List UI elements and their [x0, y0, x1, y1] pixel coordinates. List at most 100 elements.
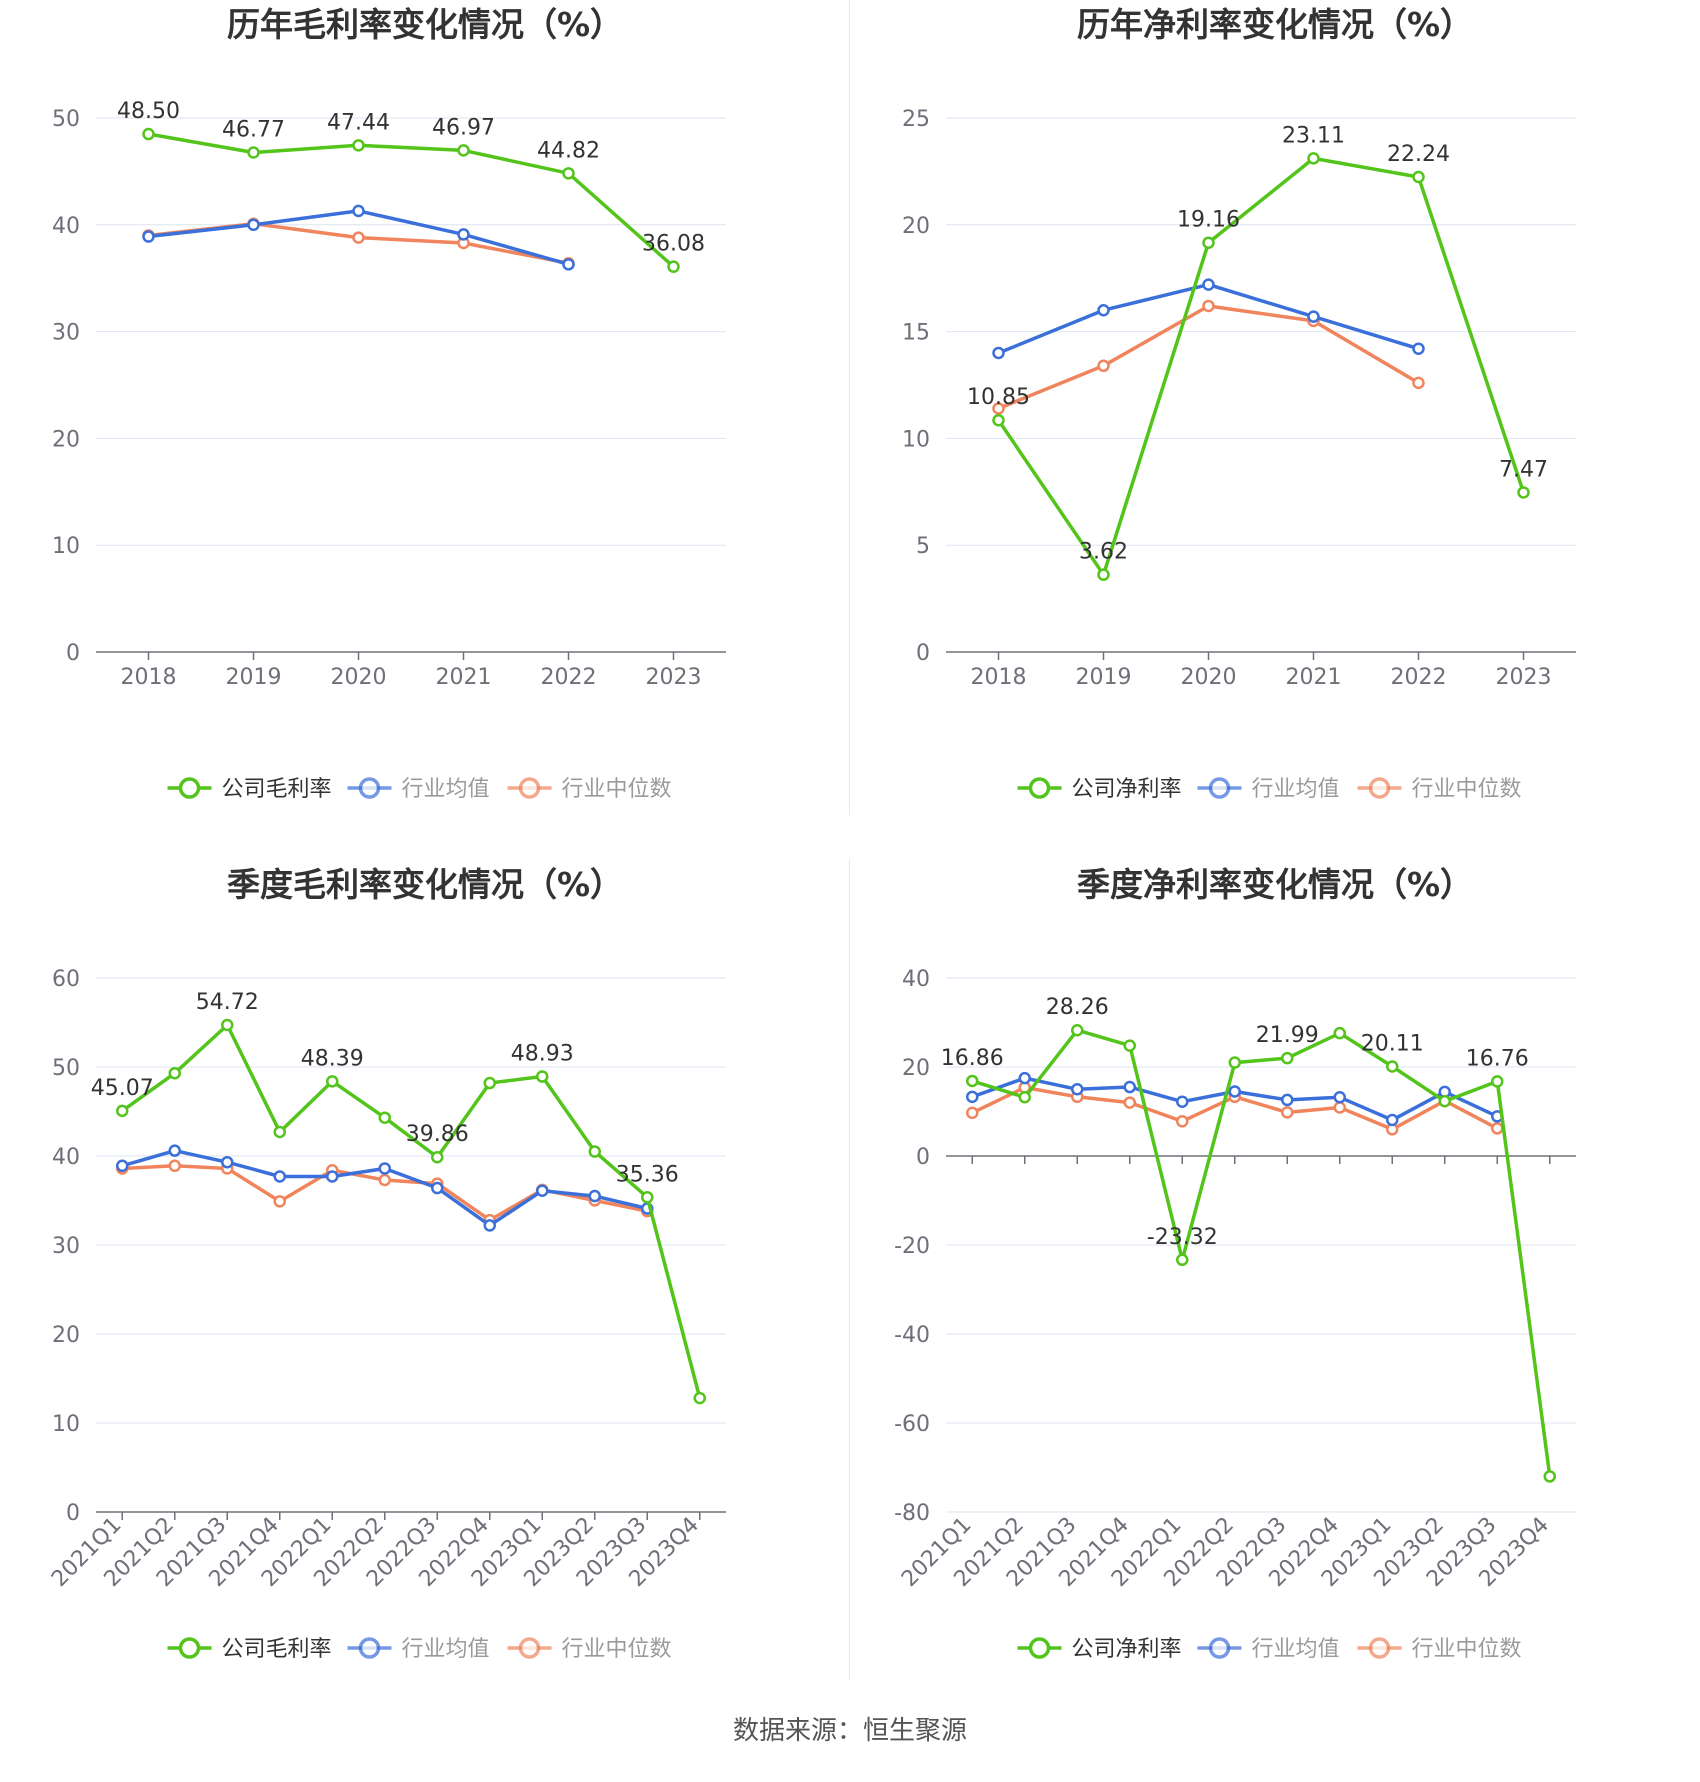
y-tick-label: 20 — [902, 214, 930, 239]
data-point-company — [168, 1066, 181, 1080]
y-tick-label: 5 — [916, 534, 930, 559]
data-point-avg — [116, 1159, 129, 1173]
data-point-median — [1202, 299, 1215, 313]
x-tick-label: 2018 — [121, 665, 177, 690]
data-label: 3.62 — [1079, 540, 1128, 565]
data-point-median — [1281, 1106, 1294, 1119]
y-tick-label: 0 — [916, 1145, 930, 1170]
x-tick-label: 2023 — [1496, 665, 1552, 690]
data-point-avg — [992, 346, 1005, 360]
data-point-median — [378, 1173, 391, 1187]
y-tick-label: 50 — [52, 1056, 80, 1081]
data-point-median — [1176, 1115, 1189, 1128]
legend-icon-circle — [1028, 777, 1051, 799]
data-label: 48.50 — [117, 99, 180, 124]
data-point-avg — [352, 204, 365, 218]
data-point-company — [1491, 1075, 1504, 1088]
x-tick-label: 2023 — [646, 665, 702, 690]
data-point-avg — [588, 1189, 601, 1203]
data-point-avg — [1176, 1095, 1189, 1108]
data-point-company — [483, 1076, 496, 1090]
chart-title: 历年毛利率变化情况（%） — [227, 5, 623, 44]
data-label: 46.77 — [222, 117, 285, 142]
chart-title: 季度毛利率变化情况（%） — [227, 865, 623, 904]
legend-label: 行业中位数 — [562, 777, 672, 802]
data-point-median — [273, 1195, 286, 1208]
legend-icon-circle — [518, 777, 541, 799]
data-point-avg — [457, 228, 470, 241]
data-point-avg — [1202, 278, 1215, 291]
vertical-divider-top — [849, 0, 850, 815]
annual-gross-margin-chart: 历年毛利率变化情况（%） 0 10 20 30 40 50 2018 2019 2020 2021 2… — [0, 0, 850, 860]
data-point-avg — [326, 1170, 339, 1183]
data-point-company — [273, 1125, 286, 1139]
legend-label: 行业均值 — [402, 777, 490, 802]
data-point-company — [142, 127, 155, 141]
x-tick-label: 2021 — [436, 665, 492, 690]
data-point-avg — [142, 230, 155, 243]
series-line-company — [148, 132, 675, 269]
y-tick-label: -20 — [894, 1234, 930, 1259]
quarterly-gross-margin-chart: 季度毛利率变化情况（%） 0 10 20 30 40 50 60 2021Q1 2021Q2 202… — [0, 860, 850, 1720]
data-point-avg — [1228, 1085, 1241, 1098]
data-point-avg — [431, 1181, 444, 1195]
data-label: 16.86 — [941, 1046, 1004, 1071]
series-line-company — [971, 1028, 1552, 1477]
data-point-avg — [168, 1144, 181, 1157]
data-point-company — [966, 1074, 979, 1088]
x-tick-label: 2019 — [1076, 665, 1132, 690]
data-label: 46.97 — [432, 115, 495, 140]
data-point-company — [667, 260, 680, 273]
chart-svg: 历年毛利率变化情况（%） 0 10 20 30 40 50 2018 2019 2020 2021 2… — [52, 5, 726, 802]
data-point-avg — [483, 1219, 496, 1232]
legend-label: 行业中位数 — [562, 1637, 672, 1662]
data-label: 20.11 — [1361, 1032, 1424, 1057]
data-label: 10.85 — [967, 385, 1030, 410]
y-tick-label: 0 — [916, 641, 930, 666]
legend-icon-circle — [178, 1637, 201, 1659]
data-point-company — [588, 1145, 601, 1158]
data-point-company — [1097, 568, 1110, 581]
data-point-avg — [1018, 1071, 1031, 1085]
data-label: 48.39 — [301, 1046, 364, 1071]
data-point-avg — [1123, 1080, 1136, 1094]
data-point-company — [562, 167, 575, 180]
data-point-company — [1333, 1026, 1346, 1040]
legend-label: 公司净利率 — [1072, 777, 1182, 802]
data-point-company — [693, 1391, 706, 1405]
y-tick-label: 0 — [66, 641, 80, 666]
y-tick-label: 30 — [52, 321, 80, 346]
data-point-company — [1281, 1051, 1294, 1065]
chart-svg: 历年净利率变化情况（%） 0 5 10 15 20 25 2018 2019 2020 2021 20… — [902, 5, 1576, 802]
data-point-avg — [1386, 1113, 1399, 1127]
data-point-company — [326, 1075, 339, 1088]
data-point-company — [536, 1070, 549, 1083]
y-tick-label: 60 — [52, 967, 80, 992]
data-point-company — [116, 1104, 129, 1118]
data-label: 23.11 — [1282, 123, 1345, 148]
chart-title: 历年净利率变化情况（%） — [1077, 5, 1473, 44]
data-point-median — [966, 1106, 979, 1120]
legend-label: 公司净利率 — [1072, 1637, 1182, 1662]
data-point-median — [992, 402, 1005, 415]
y-tick-label: 0 — [66, 1501, 80, 1526]
legend-icon-circle — [178, 777, 201, 799]
data-point-company — [1228, 1056, 1241, 1069]
data-point-avg — [1333, 1091, 1346, 1104]
y-tick-label: 40 — [52, 1145, 80, 1170]
data-point-company — [1071, 1023, 1084, 1037]
data-point-avg — [378, 1162, 391, 1175]
x-tick-label: 2022 — [541, 665, 597, 690]
x-tick-label: 2020 — [1181, 665, 1237, 690]
legend-label: 行业均值 — [402, 1637, 490, 1662]
y-tick-label: 25 — [902, 107, 930, 132]
data-point-avg — [966, 1090, 979, 1104]
data-point-avg — [1412, 342, 1425, 355]
data-point-median — [1333, 1101, 1346, 1114]
y-tick-label: 30 — [52, 1234, 80, 1259]
legend-icon-circle — [1028, 1637, 1051, 1659]
quarterly-net-margin-chart: 季度净利率变化情况（%） -80 -60 -40 -20 0 20 40 2021Q1 2021Q… — [850, 860, 1700, 1720]
y-tick-label: 10 — [52, 534, 80, 559]
legend-icon-circle — [358, 777, 381, 799]
series-line-median — [997, 304, 1420, 411]
